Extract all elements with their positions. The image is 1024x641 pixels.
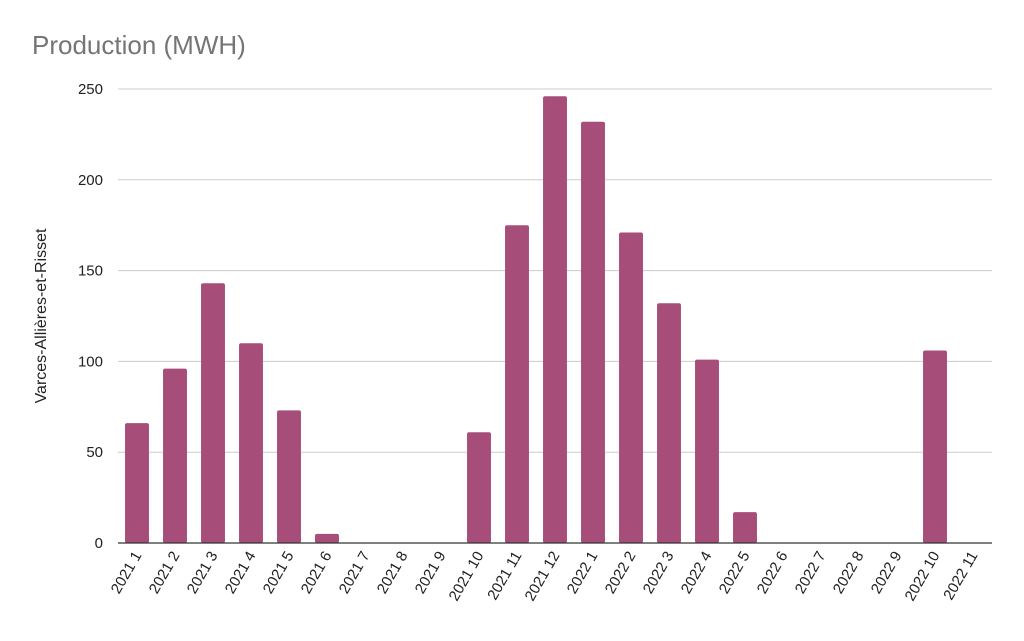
y-tick-label: 50 — [86, 444, 103, 461]
x-tick-label: 2021 10 — [446, 549, 488, 604]
x-tick-label: 2022 4 — [678, 549, 716, 597]
x-tick-label: 2022 9 — [868, 549, 906, 597]
chart-title: Production (MWH) — [32, 30, 246, 60]
bar — [163, 368, 187, 543]
y-tick-label: 250 — [78, 81, 103, 98]
x-tick-label: 2022 2 — [602, 549, 640, 597]
bar — [467, 432, 491, 543]
bars — [125, 96, 947, 544]
x-tick-labels: 2021 1 2021 2 2021 3 2021 4 2021 5 2021 6 2021… — [108, 549, 982, 604]
x-tick-label: 2022 8 — [830, 549, 868, 597]
bar — [125, 423, 149, 543]
x-tick-label: 2021 4 — [222, 549, 260, 597]
y-tick-label: 150 — [78, 263, 103, 280]
bar — [695, 359, 719, 543]
y-tick-label: 200 — [78, 172, 103, 189]
bar — [923, 350, 947, 543]
bar — [239, 343, 263, 543]
x-tick-label: 2021 9 — [412, 549, 450, 597]
x-tick-label: 2021 3 — [184, 549, 222, 597]
bar — [543, 96, 567, 543]
x-tick-label: 2021 2 — [146, 549, 184, 597]
x-tick-label: 2022 6 — [754, 549, 792, 597]
x-tick-label: 2021 11 — [484, 549, 525, 603]
x-tick-label: 2021 6 — [298, 549, 336, 597]
y-axis-label: Varces-Allières-et-Risset — [33, 228, 50, 403]
x-tick-label: 2021 5 — [260, 549, 298, 597]
bar — [505, 225, 529, 543]
x-tick-label: 2021 8 — [374, 549, 412, 597]
x-tick-label: 2022 11 — [940, 549, 981, 603]
x-tick-label: 2022 5 — [716, 549, 754, 597]
x-tick-label: 2022 7 — [792, 549, 830, 597]
y-tick-labels: 0 50 100 150 200 250 — [78, 81, 103, 552]
bar — [315, 533, 339, 543]
y-tick-label: 0 — [95, 535, 103, 552]
bar — [619, 232, 643, 544]
bar — [277, 410, 301, 543]
bar — [733, 512, 757, 543]
bar — [657, 303, 681, 543]
bar — [201, 283, 225, 543]
bar — [581, 121, 605, 544]
x-tick-label: 2021 12 — [522, 549, 564, 604]
x-tick-label: 2021 7 — [336, 549, 374, 597]
x-tick-label: 2022 3 — [640, 549, 678, 597]
x-tick-label: 2022 1 — [564, 549, 602, 597]
y-tick-label: 100 — [78, 353, 103, 370]
x-tick-label: 2022 10 — [902, 549, 944, 604]
x-tick-label: 2021 1 — [108, 549, 146, 597]
